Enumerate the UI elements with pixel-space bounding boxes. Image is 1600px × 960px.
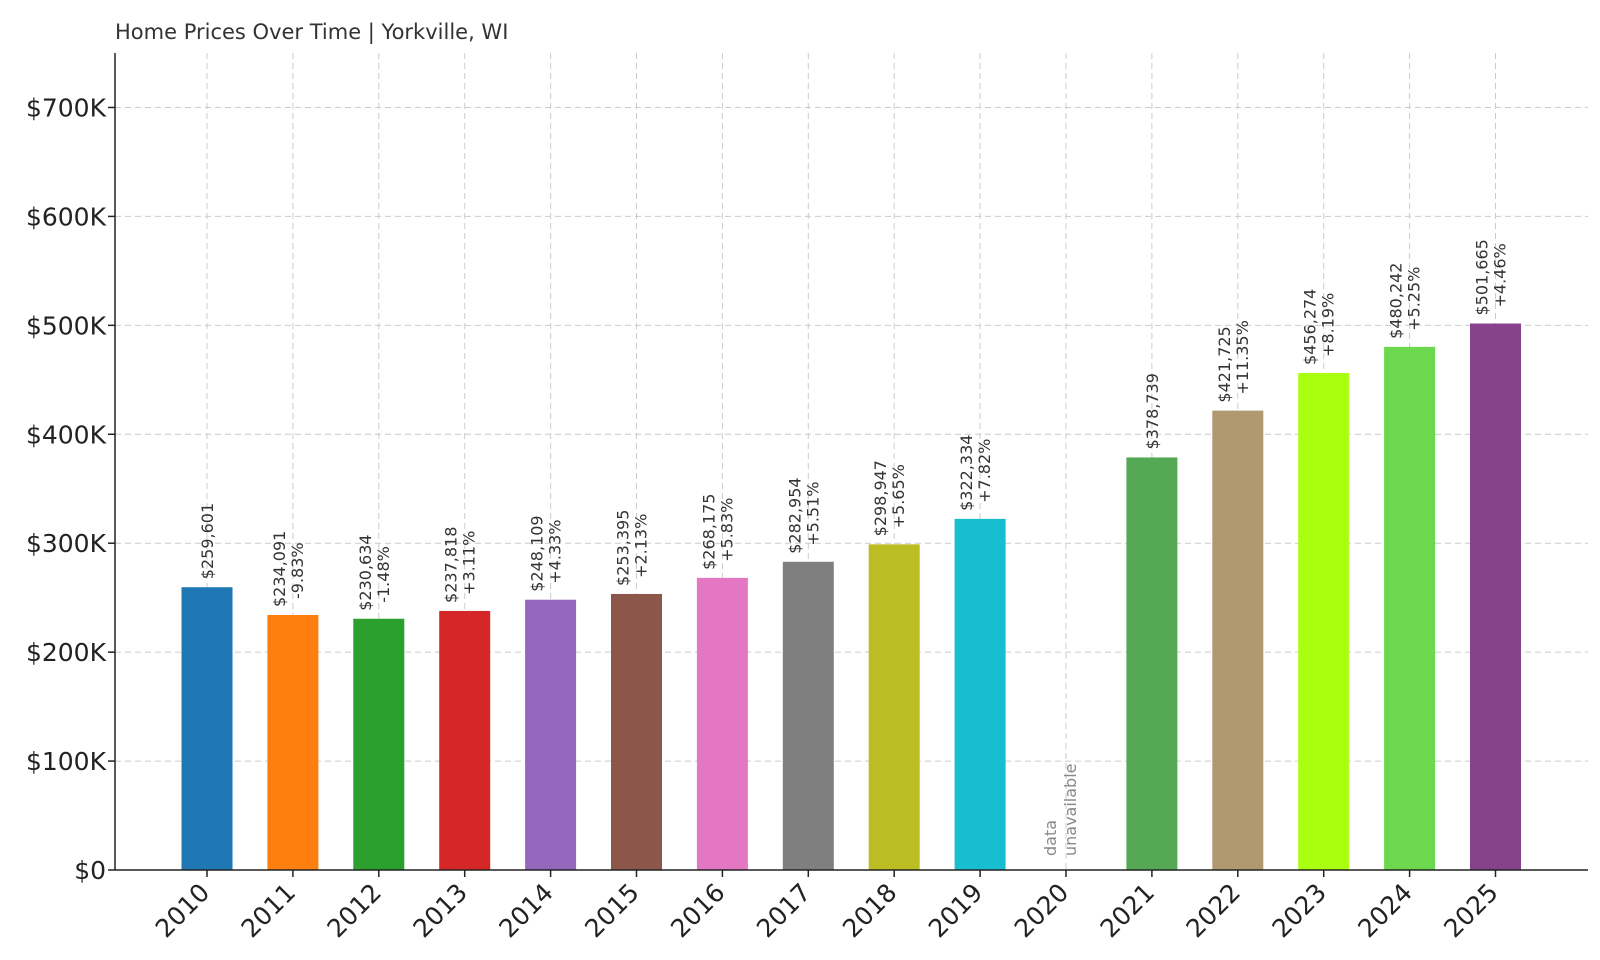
- y-tick-label: $0: [74, 856, 106, 885]
- x-tick-label: 2018: [837, 878, 902, 943]
- x-tick-label: 2024: [1352, 878, 1417, 943]
- bar-value-label: $253,395: [614, 510, 633, 586]
- bar-value-label: $237,818: [442, 527, 461, 603]
- y-tick-label: $300K: [26, 529, 107, 558]
- y-tick-label: $600K: [26, 202, 107, 231]
- x-tick-label: 2011: [236, 878, 301, 943]
- bar-change-label: -9.83%: [288, 542, 307, 599]
- bar: [782, 561, 834, 870]
- bar-value-label: $234,091: [270, 531, 289, 607]
- bar: [1470, 323, 1521, 870]
- bar-value-label: $480,242: [1387, 263, 1406, 339]
- x-tick-label: 2010: [150, 878, 215, 943]
- bar-layer: [181, 323, 1521, 870]
- bar-value-label: $248,109: [528, 515, 547, 591]
- bar-change-label: +3.11%: [460, 531, 479, 595]
- bar: [868, 544, 920, 870]
- bar-change-label: +5.83%: [717, 498, 736, 562]
- bar-change-label: +11.35%: [1233, 320, 1252, 394]
- missing-data-label: unavailable: [1061, 764, 1080, 857]
- bar-change-label: +5.51%: [803, 482, 822, 546]
- x-tick-label: 2014: [493, 878, 558, 943]
- bar-change-label: +2.13%: [632, 514, 651, 578]
- x-tick-label: 2025: [1438, 878, 1503, 943]
- bar-value-label: $259,601: [198, 503, 217, 579]
- bar-value-label: $378,739: [1143, 373, 1162, 449]
- bar-value-label: $268,175: [699, 494, 718, 570]
- y-tick-label: $200K: [26, 638, 107, 667]
- bar-change-label: +5.25%: [1405, 267, 1424, 331]
- x-tick-label: 2023: [1266, 878, 1331, 943]
- x-tick-label: 2020: [1009, 878, 1074, 943]
- bar-change-label: +5.65%: [889, 464, 908, 528]
- bar-change-label: +8.19%: [1319, 293, 1338, 357]
- y-tick-label: $100K: [26, 747, 107, 776]
- bar-change-label: +7.82%: [975, 439, 994, 503]
- y-tick-label: $400K: [26, 420, 107, 449]
- bar: [1298, 372, 1350, 870]
- bar-value-label: $322,334: [957, 435, 976, 511]
- bar: [611, 593, 662, 870]
- chart-title: Home Prices Over Time | Yorkville, WI: [115, 20, 508, 45]
- bar-value-label: $298,947: [871, 460, 890, 536]
- bar-value-label: $456,274: [1301, 289, 1320, 365]
- bar: [181, 587, 233, 870]
- bar: [525, 599, 577, 870]
- bar-change-label: +4.46%: [1491, 243, 1510, 307]
- bar-value-label: $230,634: [356, 534, 375, 610]
- x-tick-label: 2022: [1181, 878, 1246, 943]
- bar: [439, 610, 491, 870]
- bar: [267, 614, 319, 870]
- bar: [353, 618, 405, 870]
- label-layer: $259,601 $234,091 -9.83% $230,634 -1.48% $237…: [198, 239, 1510, 856]
- bar-value-label: $501,665: [1473, 239, 1492, 315]
- grid-layer: [115, 53, 1588, 870]
- y-tick-label: $700K: [26, 93, 107, 122]
- bar: [1126, 457, 1178, 870]
- x-tick-label: 2015: [579, 878, 644, 943]
- x-tick-label: 2021: [1095, 878, 1160, 943]
- x-tick-label: 2019: [923, 878, 988, 943]
- x-tick-label: 2017: [751, 878, 816, 943]
- bar-value-label: $282,954: [785, 477, 804, 553]
- bar-value-label: $421,725: [1215, 326, 1234, 402]
- x-tick-label: 2013: [407, 878, 472, 943]
- bar: [954, 518, 1006, 870]
- y-tick-label: $500K: [26, 311, 107, 340]
- bar-change-label: -1.48%: [374, 546, 393, 603]
- x-tick-label: 2012: [322, 878, 387, 943]
- missing-data-label: data: [1041, 820, 1060, 856]
- x-tick-label: 2016: [665, 878, 730, 943]
- bar: [696, 577, 748, 870]
- bar-change-label: +4.33%: [546, 519, 565, 583]
- bar: [1212, 410, 1264, 870]
- bar: [1384, 346, 1436, 870]
